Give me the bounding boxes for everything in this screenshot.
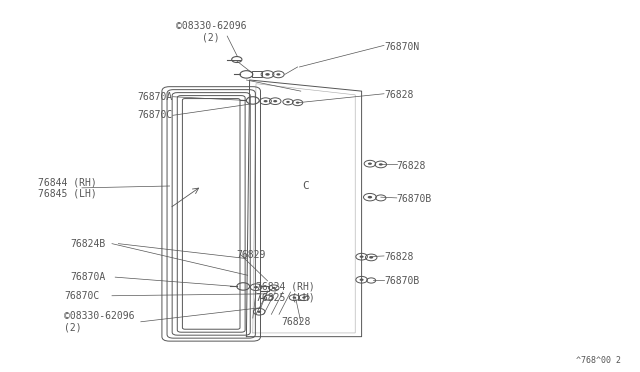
Text: ©08330-62096
(2): ©08330-62096 (2) (64, 311, 134, 333)
Text: 76828: 76828 (384, 252, 413, 262)
Text: C: C (303, 181, 309, 191)
Circle shape (254, 286, 258, 288)
Text: 76870B: 76870B (397, 194, 432, 204)
Circle shape (360, 256, 364, 258)
Circle shape (360, 279, 364, 281)
Circle shape (296, 102, 300, 104)
Circle shape (367, 196, 372, 198)
Text: 76828: 76828 (384, 90, 413, 100)
Text: 76828: 76828 (282, 317, 311, 327)
Circle shape (273, 100, 277, 102)
Circle shape (276, 73, 280, 76)
Text: ©08330-62096
(2): ©08330-62096 (2) (176, 21, 246, 42)
Circle shape (302, 296, 306, 299)
Text: 76824B: 76824B (70, 239, 106, 248)
Text: 76870A: 76870A (138, 92, 173, 102)
Circle shape (265, 73, 270, 76)
Text: 76824 (RH)
76825 (LH): 76824 (RH) 76825 (LH) (256, 281, 315, 303)
Text: 76828: 76828 (397, 161, 426, 170)
Text: 76870A: 76870A (70, 272, 106, 282)
Text: 76870B: 76870B (384, 276, 419, 286)
Text: 76844 (RH)
76845 (LH): 76844 (RH) 76845 (LH) (38, 177, 97, 199)
Circle shape (264, 100, 268, 102)
Circle shape (369, 256, 373, 259)
Circle shape (368, 163, 372, 165)
Circle shape (292, 296, 296, 299)
Text: 76829: 76829 (237, 250, 266, 260)
Circle shape (379, 163, 383, 166)
Text: ^768^00 2: ^768^00 2 (576, 356, 621, 365)
Text: 76870C: 76870C (138, 110, 173, 120)
Circle shape (272, 287, 276, 289)
Text: 76870C: 76870C (64, 291, 99, 301)
Circle shape (286, 101, 290, 103)
Text: 76870N: 76870N (384, 42, 419, 51)
Circle shape (257, 311, 261, 313)
